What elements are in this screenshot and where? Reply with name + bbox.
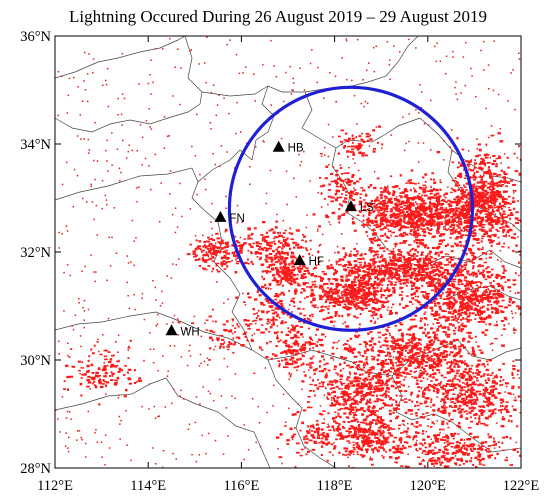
detection-range-circle	[227, 85, 475, 332]
y-tick-label: 28°N	[20, 461, 51, 477]
station-triangle-icon	[344, 200, 357, 212]
lightning-cluster	[294, 260, 416, 328]
lightning-cluster	[317, 307, 516, 405]
x-tick-label: 122°E	[503, 478, 540, 494]
station-label: HF	[309, 256, 324, 268]
station-triangle-icon	[165, 324, 178, 336]
province-boundary	[55, 377, 167, 411]
lightning-cluster	[388, 349, 521, 447]
lightning-cluster	[177, 296, 266, 361]
station-wh: WH	[165, 324, 200, 338]
province-boundary	[55, 167, 199, 201]
lightning-cluster	[337, 125, 384, 158]
y-tick-label: 30°N	[20, 353, 51, 369]
province-boundary	[213, 221, 269, 361]
station-triangle-icon	[214, 210, 227, 222]
lightning-cluster	[63, 339, 145, 406]
station-label: WH	[181, 326, 200, 338]
x-tick-label: 118°E	[317, 478, 353, 494]
lightning-cluster	[319, 165, 364, 208]
province-boundary	[251, 85, 275, 161]
province-boundary	[267, 359, 337, 468]
station-label: FN	[229, 213, 244, 225]
x-tick-label: 114°E	[130, 478, 166, 494]
map-title: Lightning Occured During 26 August 2019 …	[69, 7, 487, 26]
station-label: LS	[360, 202, 374, 214]
station-label: HB	[288, 143, 304, 155]
y-tick-label: 36°N	[20, 29, 51, 45]
longitude-axis: 112°E 114°E 116°E 118°E 120°E 122°E	[37, 36, 539, 494]
lightning-scatter	[55, 36, 521, 468]
lightning-cluster	[253, 308, 338, 386]
province-boundary	[55, 91, 203, 133]
station-triangle-icon	[293, 254, 306, 266]
latitude-axis: 36°N 34°N 32°N 30°N 28°N	[20, 29, 521, 477]
lightning-cluster	[276, 409, 358, 459]
province-boundary	[55, 36, 186, 79]
province-boundary	[191, 149, 253, 223]
station-markers: HB FN HF LS WH	[165, 140, 374, 338]
station-hf: HF	[293, 254, 324, 268]
station-triangle-icon	[272, 140, 285, 152]
station-hb: HB	[272, 140, 304, 155]
province-boundary	[184, 36, 331, 97]
station-fn: FN	[214, 210, 245, 225]
x-tick-label: 112°E	[37, 478, 73, 494]
station-ls: LS	[344, 200, 374, 214]
x-tick-label: 120°E	[410, 478, 447, 494]
y-tick-label: 34°N	[20, 137, 51, 153]
lightning-cluster	[369, 422, 521, 468]
y-tick-label: 32°N	[20, 245, 51, 261]
x-tick-label: 116°E	[223, 478, 259, 494]
